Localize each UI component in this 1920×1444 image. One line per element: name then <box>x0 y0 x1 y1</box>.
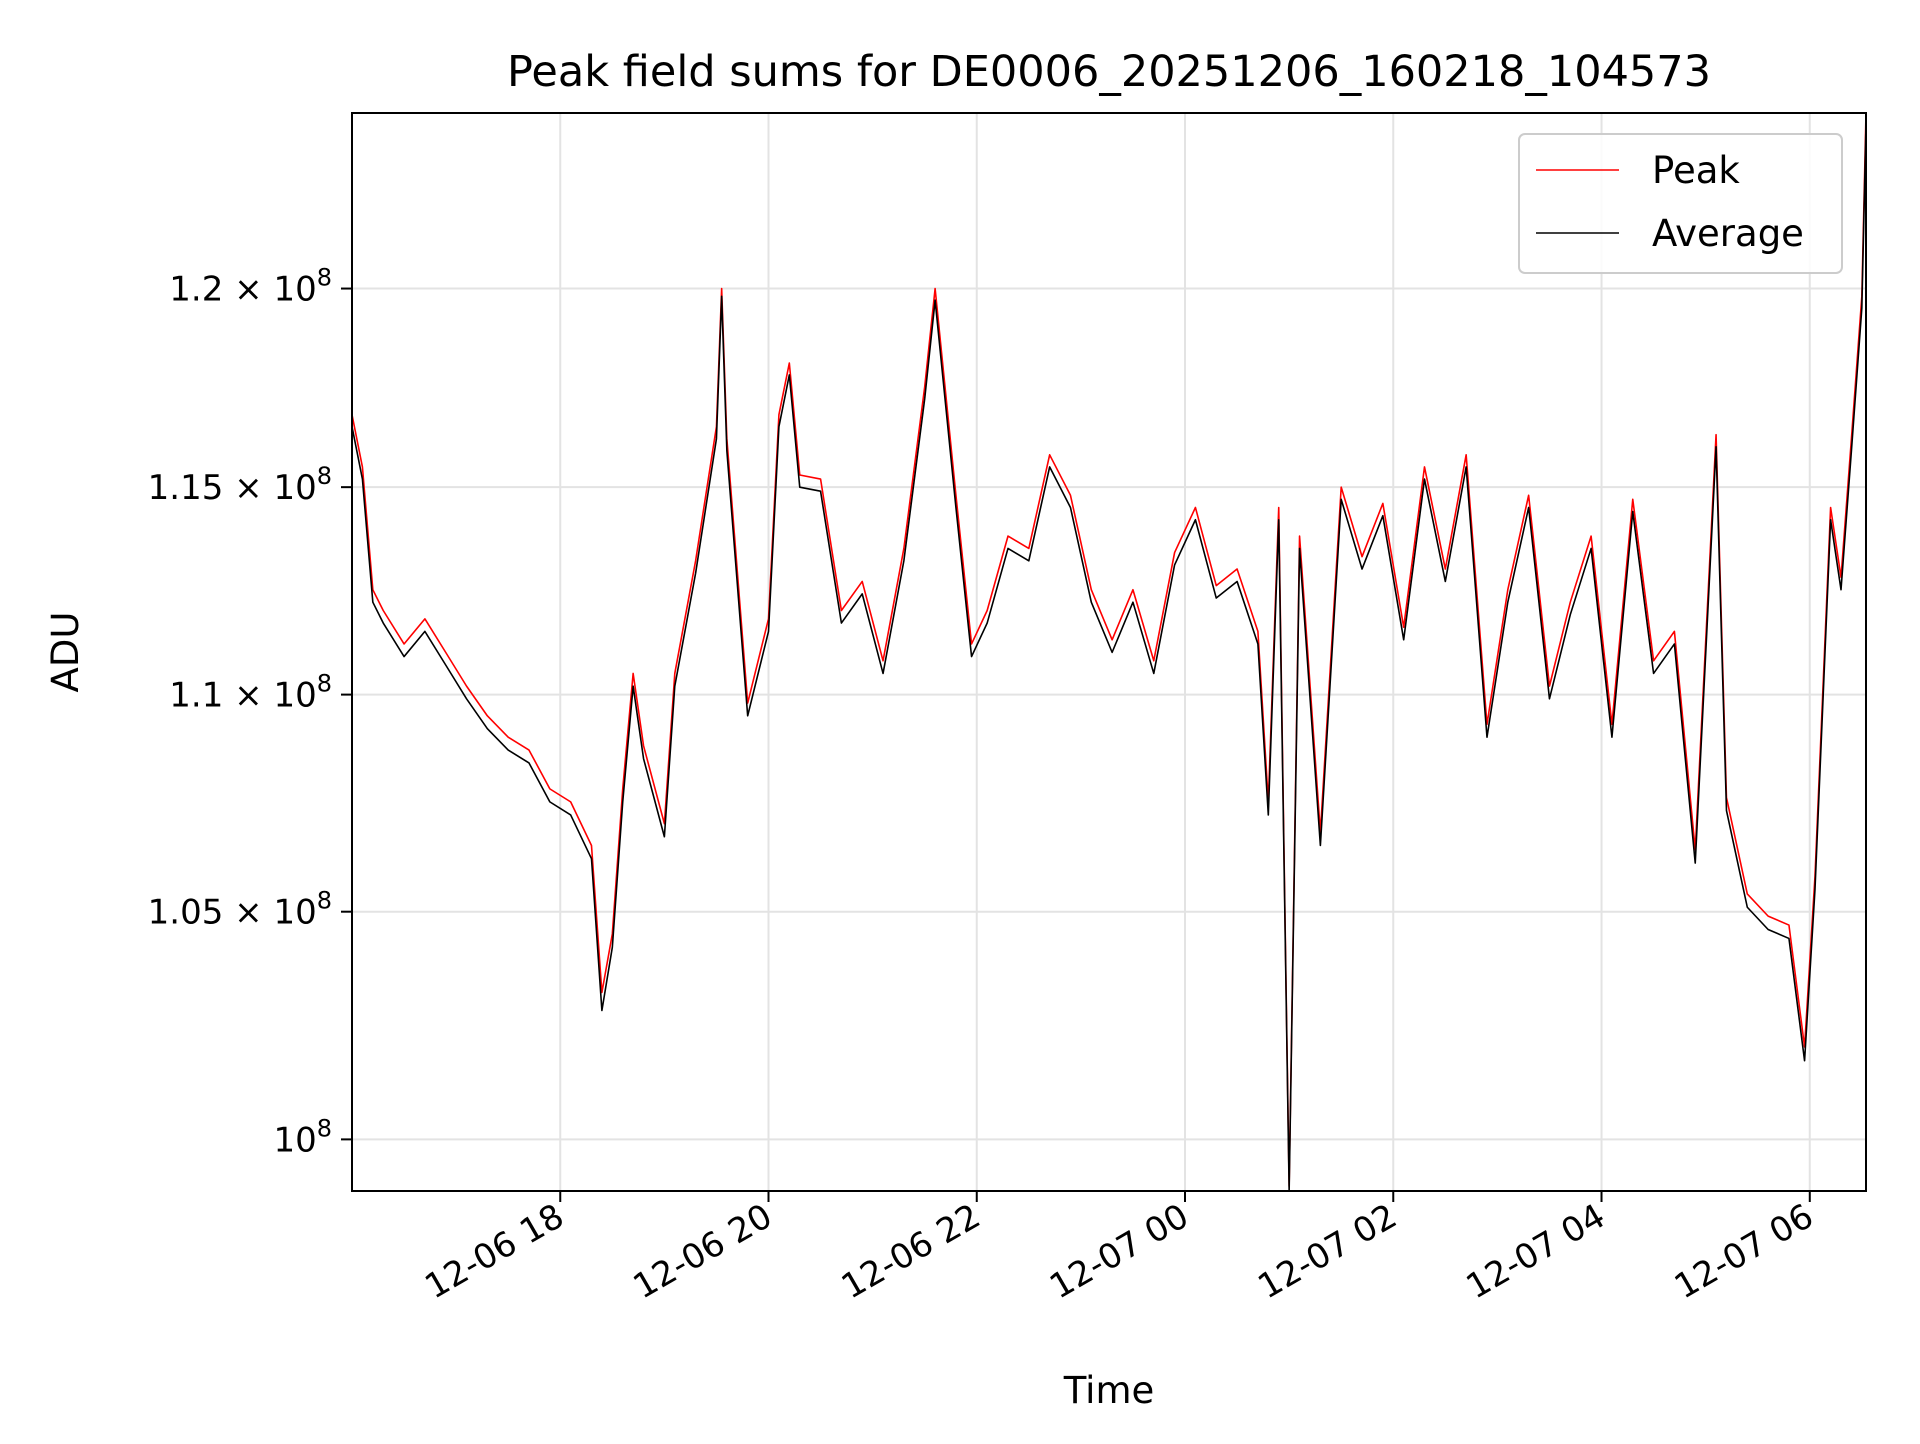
x-axis-label: Time <box>1063 1369 1155 1412</box>
chart-title: Peak field sums for DE0006_20251206_1602… <box>507 47 1711 97</box>
legend-label-average: Average <box>1652 212 1804 255</box>
y-tick-label: 1.1 × 108 <box>169 670 332 716</box>
legend-frame <box>1518 133 1843 274</box>
plot-area-background <box>352 113 1866 1191</box>
y-tick-label: 1.2 × 108 <box>169 264 332 310</box>
series-line-peak <box>352 113 1866 1188</box>
series-line-average <box>352 124 1866 1191</box>
plot-frame <box>351 112 1867 1192</box>
legend: Peak Average <box>1518 133 1843 274</box>
series-layer <box>352 113 1866 1191</box>
y-axis-label: ADU <box>44 612 87 693</box>
y-tick-label: 1.15 × 108 <box>148 462 332 508</box>
legend-label-peak: Peak <box>1652 149 1740 192</box>
grid-layer <box>352 113 1866 1191</box>
y-tick-label: 108 <box>273 1114 332 1160</box>
y-tick-label: 1.05 × 108 <box>148 887 332 933</box>
y-tick-layer: 108 1.05 × 108 1.1 × 108 1.15 × 108 1.2 × 10… <box>148 264 352 1160</box>
